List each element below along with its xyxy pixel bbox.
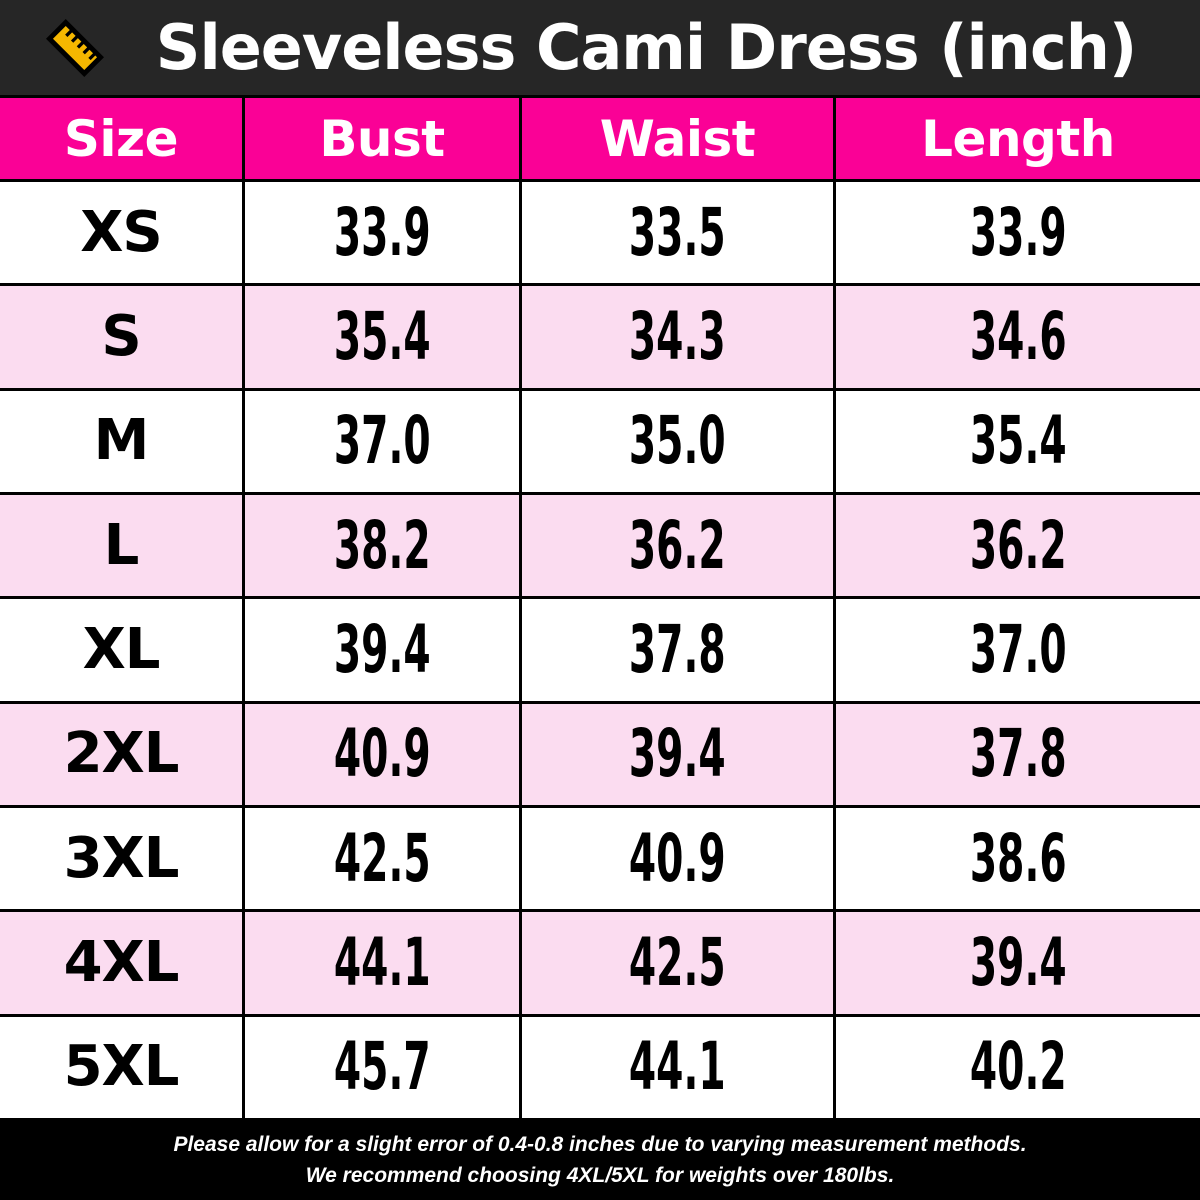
table-row: XS 33.9 33.5 33.9	[0, 182, 1200, 287]
cell-size: M	[0, 390, 245, 492]
column-header-length: Length	[921, 109, 1115, 168]
value-waist: 36.2	[629, 506, 726, 584]
cell-size: 2XL	[0, 703, 245, 805]
value-length: 40.2	[969, 1028, 1067, 1106]
value-waist: 42.5	[629, 923, 726, 1001]
cell-size: XS	[0, 182, 245, 284]
value-bust: 37.0	[333, 402, 431, 480]
cell-bust: 40.9	[245, 703, 522, 805]
column-header-waist: Waist	[522, 98, 836, 179]
value-waist: 44.1	[629, 1028, 726, 1106]
table-row: 5XL 45.7 44.1 40.2	[0, 1016, 1200, 1118]
table-row: S 35.4 34.3 34.6	[0, 286, 1200, 391]
table-row: 3XL 42.5 40.9 38.6	[0, 807, 1200, 913]
size-label: 3XL	[63, 825, 180, 891]
cell-length: 33.9	[836, 182, 1200, 284]
table-row: M 37.0 35.0 35.4	[0, 390, 1200, 495]
cell-size: S	[0, 286, 245, 388]
footer-note: Please allow for a slight error of 0.4-0…	[0, 1118, 1200, 1200]
value-length: 37.0	[969, 610, 1067, 688]
cell-size: 3XL	[0, 807, 245, 910]
value-bust: 45.7	[333, 1028, 431, 1106]
cell-waist: 40.9	[522, 807, 836, 910]
table-header-row: Size Bust Waist Length	[0, 98, 1200, 182]
cell-size: 5XL	[0, 1016, 245, 1118]
cell-length: 40.2	[836, 1016, 1200, 1118]
size-label: 4XL	[63, 929, 180, 995]
cell-waist: 37.8	[522, 599, 836, 701]
value-bust: 39.4	[333, 610, 431, 688]
value-bust: 40.9	[333, 715, 431, 793]
value-length: 34.6	[969, 297, 1067, 375]
cell-bust: 39.4	[245, 599, 522, 701]
cell-size: L	[0, 494, 245, 597]
ruler-icon	[46, 18, 104, 77]
value-length: 33.9	[969, 193, 1067, 271]
cell-waist: 42.5	[522, 912, 836, 1014]
value-bust: 33.9	[333, 193, 431, 271]
cell-bust: 37.0	[245, 390, 522, 492]
title-bar: Sleeveless Cami Dress (inch)	[0, 0, 1200, 95]
cell-size: 4XL	[0, 912, 245, 1014]
value-waist: 39.4	[629, 715, 726, 793]
value-length: 36.2	[969, 506, 1067, 584]
size-label: XL	[82, 616, 161, 682]
cell-bust: 44.1	[245, 912, 522, 1014]
cell-waist: 35.0	[522, 390, 836, 492]
footer-line-1: Please allow for a slight error of 0.4-0…	[173, 1133, 1027, 1157]
cell-bust: 38.2	[245, 494, 522, 597]
value-length: 37.8	[969, 715, 1067, 793]
cell-waist: 34.3	[522, 286, 836, 388]
value-waist: 33.5	[629, 193, 726, 271]
value-waist: 40.9	[629, 819, 726, 897]
cell-size: XL	[0, 599, 245, 701]
value-length: 35.4	[969, 402, 1067, 480]
size-label: 2XL	[63, 721, 180, 787]
cell-bust: 42.5	[245, 807, 522, 910]
footer-line-2: We recommend choosing 4XL/5XL for weight…	[305, 1163, 895, 1187]
size-label: 5XL	[63, 1034, 180, 1100]
cell-waist: 39.4	[522, 703, 836, 805]
cell-length: 35.4	[836, 390, 1200, 492]
value-bust: 38.2	[333, 506, 431, 584]
value-bust: 42.5	[333, 819, 431, 897]
value-waist: 37.8	[629, 610, 726, 688]
value-waist: 35.0	[629, 402, 726, 480]
value-bust: 44.1	[333, 923, 431, 1001]
size-label: XS	[80, 199, 163, 265]
cell-length: 34.6	[836, 286, 1200, 388]
page-title: Sleeveless Cami Dress (inch)	[155, 10, 1137, 84]
cell-length: 37.8	[836, 703, 1200, 805]
cell-length: 36.2	[836, 494, 1200, 597]
size-label: S	[101, 303, 141, 369]
cell-bust: 33.9	[245, 182, 522, 284]
cell-length: 39.4	[836, 912, 1200, 1014]
column-header-bust: Bust	[245, 98, 522, 179]
cell-length: 38.6	[836, 807, 1200, 910]
value-waist: 34.3	[629, 297, 726, 375]
size-table: Size Bust Waist Length XS 33.9 33.5 33.9…	[0, 95, 1200, 1118]
cell-bust: 45.7	[245, 1016, 522, 1118]
value-bust: 35.4	[333, 297, 431, 375]
table-row: L 38.2 36.2 36.2	[0, 494, 1200, 600]
value-length: 38.6	[969, 819, 1067, 897]
size-label: M	[93, 408, 150, 474]
size-label: L	[103, 512, 140, 578]
value-length: 39.4	[969, 923, 1067, 1001]
table-row: 4XL 44.1 42.5 39.4	[0, 912, 1200, 1017]
cell-waist: 33.5	[522, 182, 836, 284]
cell-waist: 44.1	[522, 1016, 836, 1118]
column-header-size: Size	[0, 98, 245, 179]
cell-bust: 35.4	[245, 286, 522, 388]
cell-length: 37.0	[836, 599, 1200, 701]
cell-waist: 36.2	[522, 494, 836, 597]
table-row: XL 39.4 37.8 37.0	[0, 599, 1200, 704]
table-row: 2XL 40.9 39.4 37.8	[0, 703, 1200, 808]
